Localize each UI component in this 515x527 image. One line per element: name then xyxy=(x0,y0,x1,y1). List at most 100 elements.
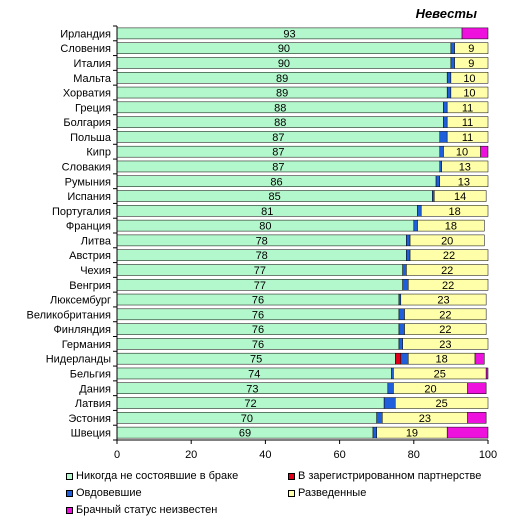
category-label-19: Великобритания xyxy=(27,309,112,321)
bar-segment-s3-1 xyxy=(454,42,489,54)
data-label-s3-24: 20 xyxy=(424,383,436,395)
bar-segment-s3-21 xyxy=(402,338,489,350)
data-label-s3-13: 18 xyxy=(445,221,457,233)
bar-segment-s2-15 xyxy=(406,249,411,261)
bar-segment-s2-20 xyxy=(398,323,405,335)
category-label-9: Словакия xyxy=(62,161,111,173)
data-label-s3-4: 10 xyxy=(463,88,475,100)
bar-segment-s2-26 xyxy=(376,412,383,424)
bar-segment-s2-5 xyxy=(443,101,448,114)
category-label-4: Хорватия xyxy=(63,88,111,100)
bar-segment-s2-4 xyxy=(446,86,452,99)
bar-segment-s3-7 xyxy=(446,131,489,143)
bar-segment-s2-27 xyxy=(372,426,377,439)
data-label-s0-26: 70 xyxy=(241,413,253,425)
data-label-s0-3: 89 xyxy=(276,73,288,85)
legend-swatch-divorced xyxy=(288,489,295,497)
category-label-26: Эстония xyxy=(68,413,111,425)
bar-segment-s1-22 xyxy=(395,352,402,365)
legend-item-partnership: В зарегистрированном партнерстве xyxy=(288,470,481,482)
category-label-13: Франция xyxy=(66,221,111,233)
data-label-s0-14: 78 xyxy=(256,235,268,247)
category-label-15: Австрия xyxy=(69,250,111,262)
data-label-s3-25: 25 xyxy=(436,398,448,410)
data-label-s0-8: 87 xyxy=(272,147,284,159)
bar-segment-s3-19 xyxy=(404,308,487,321)
legend-label-unknown: Брачный статус неизвестен xyxy=(76,504,218,516)
data-label-s3-11: 14 xyxy=(454,191,466,203)
bar-segment-s4-23 xyxy=(485,367,489,380)
category-label-11: Испания xyxy=(67,191,111,203)
data-label-s0-23: 74 xyxy=(248,368,260,380)
data-label-s3-3: 10 xyxy=(463,73,475,85)
data-label-s0-25: 72 xyxy=(244,398,256,410)
data-label-s0-9: 87 xyxy=(272,161,284,173)
bar-segment-s2-21 xyxy=(398,338,403,350)
category-label-23: Бельгия xyxy=(70,368,111,380)
bar-segment-s2-9 xyxy=(439,160,442,173)
data-label-s3-15: 22 xyxy=(443,250,455,262)
bar-segment-s3-15 xyxy=(409,249,489,261)
bar-segment-s2-11 xyxy=(432,190,435,202)
data-label-s3-22: 18 xyxy=(436,354,448,366)
legend-label-divorced: Разведенные xyxy=(298,487,367,499)
bar-segment-s3-5 xyxy=(446,101,489,114)
category-label-6: Болгария xyxy=(63,117,111,129)
legend-item-widowed: Овдовевшие xyxy=(66,487,142,499)
bar-segment-s4-8 xyxy=(480,145,489,158)
data-label-s0-27: 69 xyxy=(239,428,251,440)
data-label-s0-5: 88 xyxy=(274,102,286,114)
data-label-s0-0: 93 xyxy=(283,28,295,40)
data-label-s0-7: 87 xyxy=(272,132,284,144)
category-label-14: Литва xyxy=(81,235,112,247)
category-label-24: Дания xyxy=(79,383,111,395)
bar-segment-s2-18 xyxy=(398,293,402,306)
data-label-s0-15: 78 xyxy=(256,250,268,262)
bar-segment-s2-23 xyxy=(391,367,394,380)
data-label-s3-6: 11 xyxy=(462,117,473,129)
category-label-21: Германия xyxy=(62,339,111,351)
bar-segment-s3-13 xyxy=(417,219,485,232)
category-label-0: Ирландия xyxy=(60,28,111,40)
bar-segment-s3-17 xyxy=(407,279,489,291)
category-label-10: Румыния xyxy=(65,176,111,188)
data-label-s0-13: 80 xyxy=(259,221,271,233)
x-tick-label-5: 100 xyxy=(479,449,497,461)
data-label-s0-24: 73 xyxy=(246,383,258,395)
bar-segment-s3-3 xyxy=(450,72,489,84)
bar-segment-s4-22 xyxy=(474,352,485,365)
bar-segment-s3-4 xyxy=(450,86,489,99)
data-label-s3-19: 22 xyxy=(439,309,451,321)
category-label-5: Греция xyxy=(75,102,111,114)
data-label-s0-17: 77 xyxy=(254,280,266,292)
data-label-s3-1: 9 xyxy=(468,43,474,55)
data-label-s0-4: 89 xyxy=(276,88,288,100)
x-tick-label-1: 20 xyxy=(185,449,197,461)
category-label-25: Латвия xyxy=(75,398,111,410)
category-label-16: Чехия xyxy=(80,265,111,277)
bar-segment-s2-2 xyxy=(450,57,455,69)
data-label-s3-12: 18 xyxy=(448,206,460,218)
data-label-s0-20: 76 xyxy=(252,324,264,336)
data-label-s3-14: 20 xyxy=(441,235,453,247)
bar-segment-s3-14 xyxy=(409,234,485,247)
data-label-s3-5: 11 xyxy=(462,102,473,114)
bar-segment-s2-8 xyxy=(439,145,444,158)
legend-swatch-unknown xyxy=(66,506,73,514)
category-label-22: Нидерланды xyxy=(46,354,111,366)
bar-segment-s2-6 xyxy=(443,116,448,128)
legend-label-widowed: Овдовевшие xyxy=(76,487,142,499)
data-label-s0-6: 88 xyxy=(274,117,286,129)
legend-item-divorced: Разведенные xyxy=(288,487,366,499)
bar-segment-s3-18 xyxy=(400,293,487,306)
category-label-8: Кипр xyxy=(86,147,111,159)
bar-segment-s2-1 xyxy=(450,42,455,54)
data-label-s0-2: 90 xyxy=(278,58,290,70)
bar-segment-s4-24 xyxy=(467,382,487,394)
bar-segment-s2-3 xyxy=(446,72,452,84)
data-label-s3-8: 10 xyxy=(456,147,468,159)
bar-segment-s2-7 xyxy=(439,131,448,143)
data-label-s3-26: 23 xyxy=(419,413,431,425)
data-label-s0-10: 86 xyxy=(270,176,282,188)
